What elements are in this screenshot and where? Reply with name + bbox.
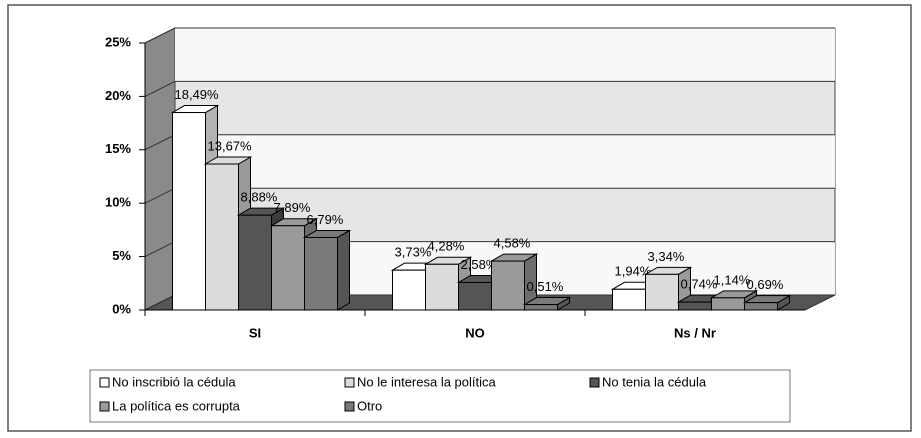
y-tick-label: 5%	[112, 248, 131, 263]
bar	[744, 302, 778, 311]
legend-swatch	[344, 401, 355, 412]
legend-swatch	[344, 377, 355, 388]
value-label: 0,51%	[527, 279, 564, 294]
bar	[491, 260, 525, 311]
grid-line	[144, 27, 835, 44]
bar	[711, 297, 745, 311]
side-wall	[144, 27, 176, 311]
x-tick-label: SI	[249, 325, 261, 340]
legend-label: No tenia la cédula	[602, 374, 707, 389]
value-label: 4,28%	[428, 239, 465, 254]
bar	[425, 263, 459, 311]
wall-band	[175, 134, 835, 189]
value-label: 4,58%	[494, 236, 531, 251]
bar	[458, 281, 492, 311]
bar	[678, 301, 712, 311]
value-label: 2,58%	[461, 257, 498, 272]
value-label: 8,88%	[241, 190, 278, 205]
bar	[172, 112, 206, 311]
wall-band	[175, 28, 835, 82]
legend-label: Otro	[357, 398, 382, 413]
value-label: 13,67%	[208, 138, 253, 153]
value-label: 3,73%	[395, 245, 432, 260]
bar	[271, 225, 305, 311]
value-label: 0,74%	[681, 277, 718, 292]
y-tick-label: 25%	[105, 34, 131, 49]
bar	[524, 304, 558, 311]
value-label: 3,34%	[648, 249, 685, 264]
legend-swatch	[99, 401, 110, 412]
bar	[205, 163, 239, 311]
bar	[392, 269, 426, 311]
legend-box	[89, 369, 791, 423]
legend-swatch	[589, 377, 600, 388]
y-tick-label: 10%	[105, 195, 131, 210]
value-label: 1,14%	[714, 272, 751, 287]
bar	[612, 288, 646, 311]
bar	[238, 214, 272, 311]
bar	[304, 236, 338, 311]
x-tick-label: Ns / Nr	[674, 325, 716, 340]
legend-label: No inscribió la cédula	[112, 374, 236, 389]
grid-line	[144, 80, 835, 97]
y-tick-label: 20%	[105, 88, 131, 103]
bar-side	[337, 229, 350, 311]
legend-swatch	[99, 377, 110, 388]
value-label: 1,94%	[615, 264, 652, 279]
value-label: 7,89%	[274, 200, 311, 215]
value-label: 6,79%	[307, 212, 344, 227]
y-tick-label: 15%	[105, 141, 131, 156]
bar	[645, 273, 679, 311]
legend-label: La política es corrupta	[112, 398, 241, 413]
x-tick-label: NO	[465, 325, 485, 340]
value-label: 0,69%	[747, 277, 784, 292]
y-tick-label: 0%	[112, 301, 131, 316]
value-label: 18,49%	[175, 87, 220, 102]
legend-label: No le interesa la política	[357, 374, 497, 389]
